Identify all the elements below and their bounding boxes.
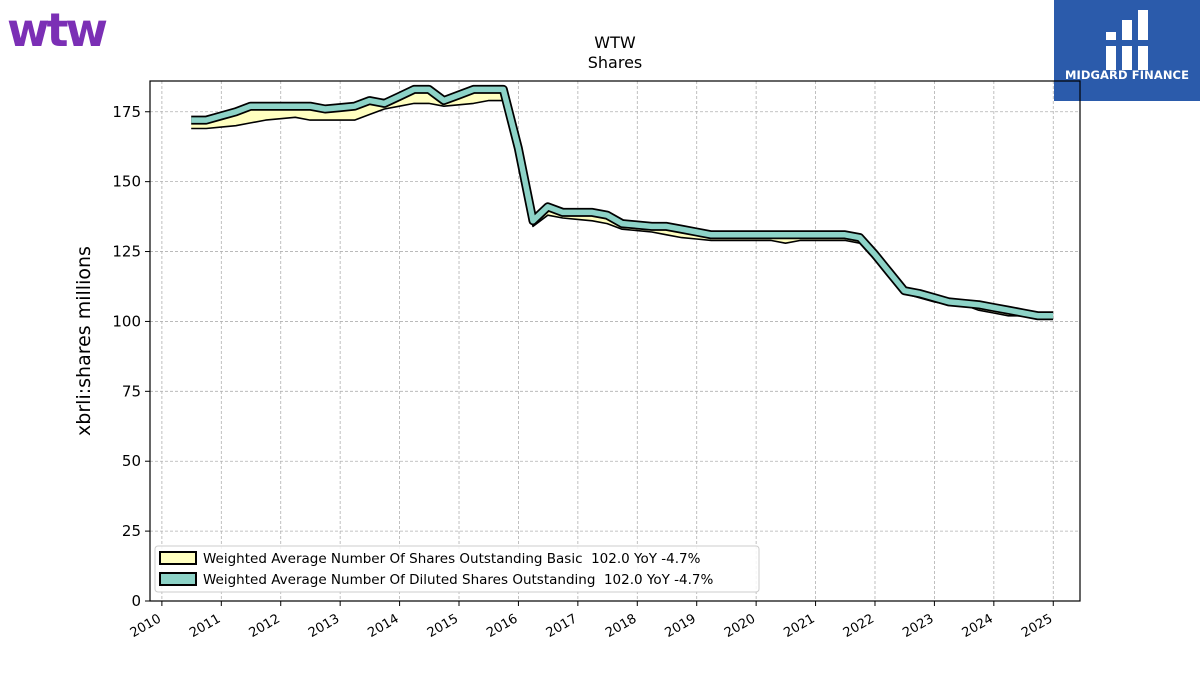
y-axis-label: xbrli:shares millions: [73, 246, 95, 436]
x-tick-label: 2019: [663, 611, 699, 641]
midgard-finance-logo: MIDGARD FINANCE: [1054, 0, 1200, 101]
x-tick-label: 2011: [187, 611, 223, 641]
y-axis: 0 25 50 75 100 125 150 175: [112, 103, 150, 610]
midgard-mark-icon: [1106, 10, 1148, 70]
y-tick-label: 0: [131, 592, 141, 610]
y-tick-label: 50: [122, 452, 141, 470]
y-tick-label: 25: [122, 522, 141, 540]
wtw-logo: wtw: [7, 4, 109, 54]
x-tick-label: 2023: [900, 611, 936, 641]
x-axis: 2010 2011 2012 2013 2014 2015 2016 2017 2018 2019…: [128, 601, 1055, 641]
chart-title: WTW: [594, 33, 636, 52]
diluted-shares-line: [191, 86, 1054, 319]
x-tick-label: 2018: [603, 611, 639, 641]
legend-swatch-basic: [159, 551, 197, 565]
x-tick-label: 2014: [365, 611, 401, 641]
chart-subtitle: Shares: [588, 53, 643, 72]
basic-shares-band: [191, 89, 1054, 319]
x-tick-label: 2010: [128, 611, 164, 641]
plot-frame: [149, 80, 1081, 602]
x-tick-label: 2021: [781, 611, 817, 641]
x-tick-label: 2025: [1019, 611, 1055, 641]
y-tick-label: 175: [112, 103, 141, 121]
legend-swatch-diluted: [159, 572, 197, 586]
x-tick-label: 2015: [425, 611, 461, 641]
x-tick-label: 2020: [722, 611, 758, 641]
series-layer: [191, 84, 1054, 321]
y-tick-label: 75: [122, 382, 141, 400]
legend: Weighted Average Number Of Shares Outsta…: [154, 545, 760, 593]
basic-shares-line: [191, 99, 1054, 320]
legend-label-diluted: Weighted Average Number Of Diluted Share…: [203, 572, 714, 588]
x-tick-label: 2024: [960, 611, 996, 641]
x-tick-label: 2022: [841, 611, 877, 641]
x-tick-label: 2016: [484, 611, 520, 641]
legend-box: [154, 545, 760, 593]
x-tick-label: 2017: [544, 611, 580, 641]
x-tick-label: 2012: [247, 611, 283, 641]
diluted-shares-outline: [191, 84, 1054, 321]
svg-text:wtw: wtw: [7, 4, 106, 54]
midgard-logo-text: MIDGARD FINANCE: [1064, 68, 1190, 82]
x-tick-label: 2013: [306, 611, 342, 641]
grid: [150, 81, 1080, 602]
y-tick-label: 150: [112, 173, 141, 191]
legend-label-basic: Weighted Average Number Of Shares Outsta…: [203, 551, 701, 567]
y-tick-label: 100: [112, 312, 141, 330]
y-tick-label: 125: [112, 243, 141, 261]
